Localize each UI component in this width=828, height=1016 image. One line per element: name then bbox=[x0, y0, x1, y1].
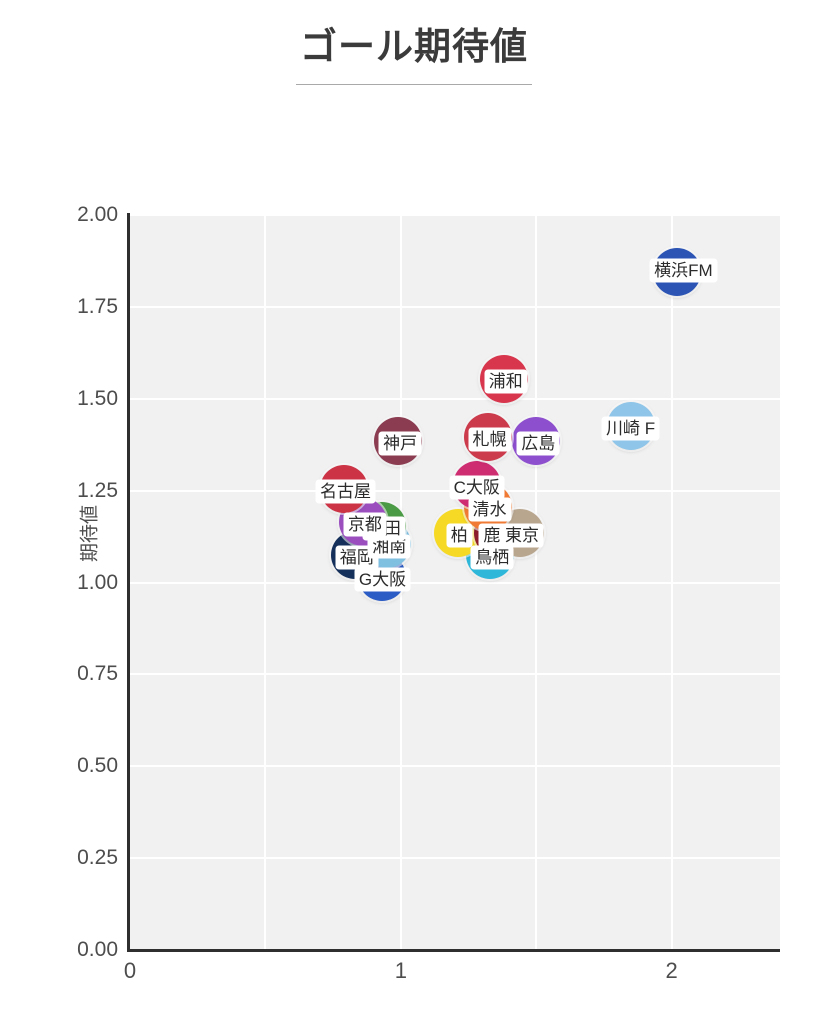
scatter-point-label: 神戸 bbox=[380, 433, 421, 454]
x-tick-label: 0 bbox=[123, 958, 137, 983]
scatter-point-label: 鳥栖 bbox=[472, 546, 513, 568]
gridline-horizontal bbox=[130, 581, 780, 584]
gridline-horizontal bbox=[130, 215, 780, 216]
scatter-point-label: 横浜FM bbox=[651, 259, 716, 281]
y-axis-label: 期待値 bbox=[79, 505, 101, 563]
y-tick-label: 1.25 bbox=[77, 478, 118, 502]
plot-area: G大阪鳥栖福岡湘南柏鹿島東京磐田京都清水名古屋C大阪広島神戸札幌川崎 F浦和横浜… bbox=[130, 215, 780, 950]
page-title: ゴール期待値 bbox=[300, 26, 528, 67]
x-axis-line bbox=[127, 949, 780, 952]
scatter-point-label: 川崎 F bbox=[603, 418, 659, 440]
y-tick-label: 1.00 bbox=[77, 570, 118, 594]
y-tick-label: 2.00 bbox=[77, 203, 118, 226]
scatter-point-label: 浦和 bbox=[485, 370, 526, 392]
title-divider bbox=[296, 84, 532, 86]
scatter-point-label: 名古屋 bbox=[316, 480, 374, 502]
scatter-point-label: 湘南 bbox=[369, 535, 410, 557]
y-tick-label: 1.75 bbox=[77, 294, 118, 318]
chart-header: ゴール期待値 bbox=[0, 24, 828, 86]
gridline-horizontal bbox=[130, 765, 780, 768]
scatter-point-label: 京都 bbox=[344, 513, 385, 535]
scatter-point-label: 東京 bbox=[502, 524, 542, 546]
gridline-horizontal bbox=[130, 305, 780, 308]
gridline-horizontal bbox=[130, 673, 780, 676]
scatter-point-label: G大阪 bbox=[355, 568, 410, 590]
y-tick-label: 0.00 bbox=[77, 938, 118, 961]
y-axis-line bbox=[127, 213, 130, 952]
y-tick-label: 0.50 bbox=[77, 754, 118, 778]
gridline-vertical bbox=[670, 215, 673, 950]
scatter-point-label: C大阪 bbox=[450, 477, 503, 499]
x-tick-label: 2 bbox=[665, 958, 678, 983]
gridline-vertical bbox=[535, 215, 538, 950]
y-tick-label: 0.75 bbox=[77, 662, 118, 686]
y-tick-label: 0.25 bbox=[77, 846, 118, 870]
scatter-point-label: 広島 bbox=[518, 433, 559, 454]
x-tick-label: 1 bbox=[394, 958, 407, 983]
scatter-point-label: 清水 bbox=[469, 499, 510, 521]
scatter-point-label: 柏 bbox=[447, 524, 471, 546]
y-tick-label: 1.50 bbox=[77, 386, 118, 410]
gridline-vertical bbox=[264, 215, 267, 950]
gridline-horizontal bbox=[130, 397, 780, 400]
scatter-point-label: 福岡 bbox=[336, 546, 377, 568]
gridline-horizontal bbox=[130, 857, 780, 860]
scatter-point-label: 札幌 bbox=[469, 429, 510, 451]
